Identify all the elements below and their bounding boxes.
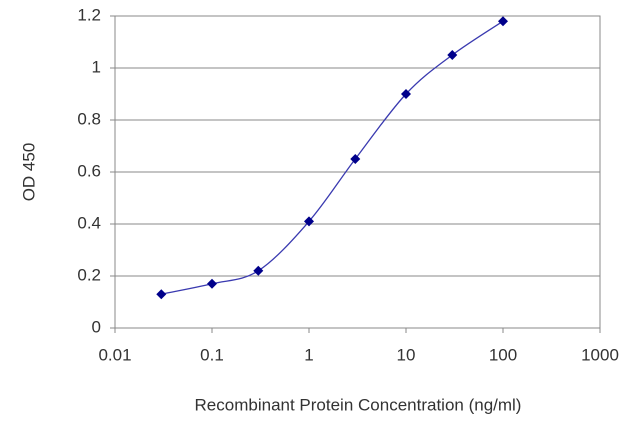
y-tick-label: 0.8	[77, 109, 101, 128]
y-tick-label: 1.2	[77, 5, 101, 24]
x-axis-label: Recombinant Protein Concentration (ng/ml…	[195, 395, 522, 414]
curve	[161, 20, 504, 295]
y-tick-label: 0.4	[77, 213, 101, 232]
x-tick-label: 0.01	[98, 345, 131, 364]
y-tick-label: 0.6	[77, 161, 101, 180]
point	[498, 16, 508, 27]
y-tick-label: 1	[92, 57, 101, 76]
y-tick-label: 0.2	[77, 265, 101, 284]
x-tick-label: 10	[397, 345, 416, 364]
x-tick-label: 1	[304, 345, 313, 364]
point	[207, 278, 217, 289]
point	[447, 50, 458, 60]
y-axis-label: OD 450	[19, 143, 38, 202]
point	[156, 289, 167, 300]
point	[401, 89, 411, 99]
point	[253, 265, 264, 276]
x-tick-label: 100	[489, 345, 517, 364]
point	[350, 154, 361, 164]
y-tick-label: 0	[92, 317, 101, 336]
x-tick-label: 1000	[581, 345, 619, 364]
point	[304, 216, 314, 227]
x-tick-label: 0.1	[200, 345, 224, 364]
